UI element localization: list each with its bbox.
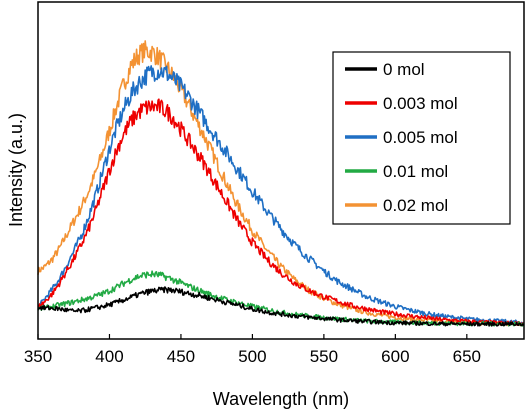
x-tick-label: 350 (24, 347, 52, 366)
plot-frame (37, 1, 525, 340)
legend-label: 0 mol (383, 60, 425, 79)
x-tick-label: 500 (238, 347, 266, 366)
series-line-0-003-mol (37, 98, 524, 327)
legend-label: 0.005 mol (383, 128, 458, 147)
legend-label: 0.01 mol (383, 162, 448, 181)
series-line-0-mol (37, 286, 525, 327)
x-tick-label: 400 (95, 347, 123, 366)
series-line-0-005-mol (37, 65, 524, 326)
x-tick-label: 650 (453, 347, 481, 366)
x-tick-label: 550 (310, 347, 338, 366)
x-axis-title: Wavelength (nm) (213, 389, 349, 409)
legend: 0 mol 0.003 mol 0.005 mol 0.01 mol 0.02 mol (332, 51, 511, 225)
plot-area (37, 40, 525, 327)
legend-label: 0.02 mol (383, 196, 448, 215)
x-tick-label: 450 (167, 347, 195, 366)
y-axis-title: Intensity (a.u.) (6, 113, 26, 227)
x-axis-ticks: 350 400 450 500 550 600 650 (24, 334, 481, 366)
x-tick-label: 600 (381, 347, 409, 366)
legend-label: 0.003 mol (383, 94, 458, 113)
